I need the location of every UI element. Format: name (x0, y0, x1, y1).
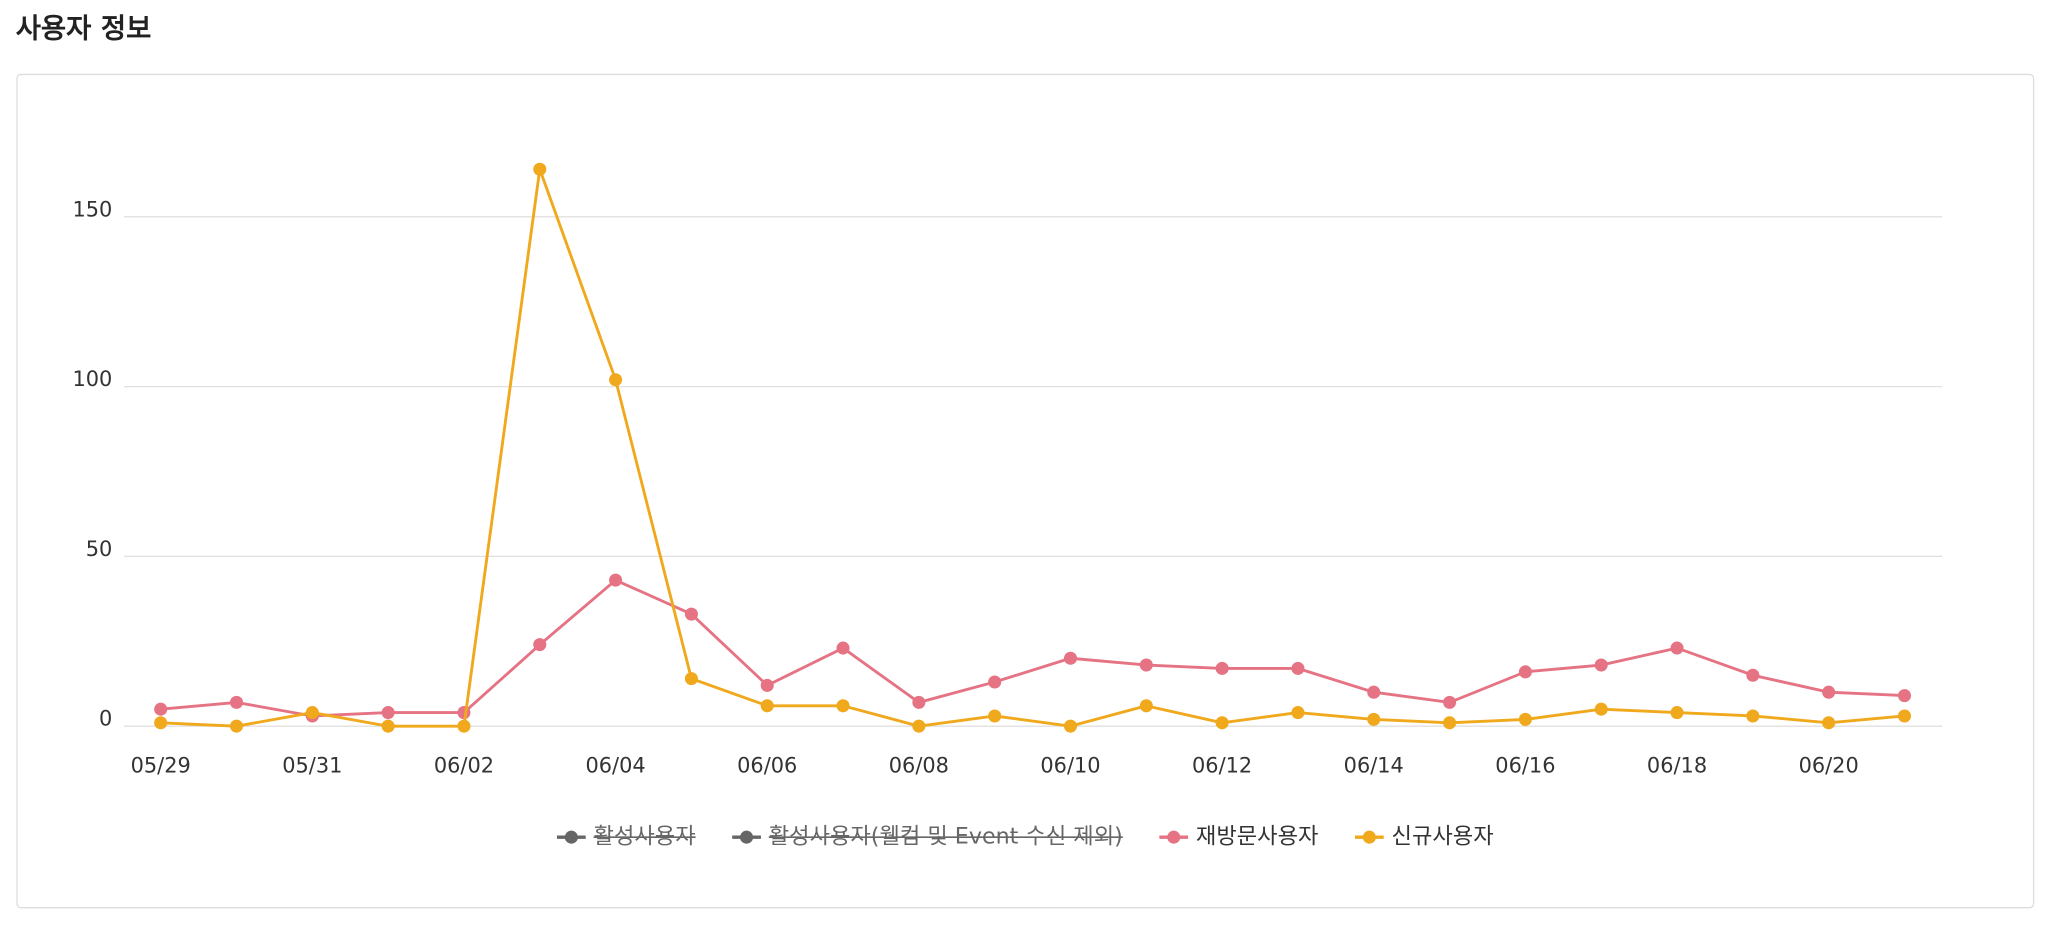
data-point (229, 695, 244, 709)
data-point (229, 719, 244, 733)
data-point (836, 641, 850, 655)
data-point (760, 678, 774, 692)
data-point (1215, 661, 1229, 675)
data-point (1518, 665, 1532, 679)
data-point (1746, 709, 1760, 723)
x-tick-label: 06/20 (1799, 754, 1859, 778)
data-point (1063, 719, 1078, 733)
data-point (1518, 712, 1532, 726)
x-tick-label: 06/06 (737, 754, 797, 778)
x-tick-label: 06/12 (1192, 754, 1252, 778)
data-point (1443, 695, 1457, 709)
legend-icon[interactable] (564, 830, 578, 844)
data-point (381, 719, 395, 733)
data-point (1822, 685, 1836, 699)
data-point (457, 719, 471, 733)
data-point (988, 675, 1002, 689)
data-point (381, 706, 395, 720)
y-tick-label: 50 (86, 537, 113, 561)
x-tick-label: 06/08 (889, 754, 949, 778)
data-point (836, 699, 850, 713)
data-point (1291, 706, 1305, 720)
legend-icon[interactable] (740, 830, 754, 844)
x-tick-label: 06/14 (1344, 754, 1404, 778)
data-point (1443, 716, 1457, 730)
data-point (1897, 709, 1912, 723)
x-tick-label: 06/10 (1040, 754, 1100, 778)
data-point (760, 699, 774, 713)
data-point (1291, 661, 1305, 675)
legend-icon[interactable] (1167, 830, 1181, 844)
series-line (160, 168, 1905, 728)
data-point (533, 162, 547, 176)
data-point (988, 709, 1002, 723)
data-point (1139, 699, 1153, 713)
legend-label[interactable]: 재방문사용자 (1196, 824, 1318, 850)
data-point (912, 695, 926, 709)
data-point (305, 706, 319, 720)
data-point (1367, 685, 1381, 699)
x-tick-label: 05/31 (282, 754, 342, 778)
legend-label[interactable]: 신규사용자 (1392, 824, 1494, 850)
y-tick-label: 100 (73, 367, 113, 391)
x-tick-label: 06/18 (1647, 754, 1707, 778)
y-tick-label: 150 (73, 197, 113, 221)
data-point (1897, 689, 1912, 703)
data-point (1594, 658, 1608, 672)
page-title: 사용자 정보 (16, 14, 152, 45)
data-point (912, 719, 926, 733)
data-point (684, 672, 698, 686)
x-tick-label: 06/02 (434, 754, 494, 778)
chart-card (16, 73, 2035, 909)
data-point (1670, 641, 1684, 655)
x-tick-label: 06/16 (1495, 754, 1555, 778)
x-tick-label: 06/04 (586, 754, 646, 778)
data-point (609, 573, 623, 587)
series-line (160, 578, 1905, 718)
data-point (533, 638, 547, 652)
data-point (1063, 651, 1078, 665)
data-point (154, 716, 168, 730)
data-point (1139, 658, 1153, 672)
legend-icon[interactable] (1362, 830, 1376, 844)
data-point (1746, 668, 1760, 682)
data-point (1822, 716, 1836, 730)
data-point (609, 373, 623, 387)
data-point (1215, 716, 1229, 730)
data-point (1594, 702, 1608, 716)
y-tick-label: 0 (99, 707, 112, 731)
x-tick-label: 05/29 (131, 754, 191, 778)
data-point (684, 607, 698, 621)
data-point (1367, 712, 1381, 726)
data-point (1670, 706, 1684, 720)
data-point (154, 702, 168, 716)
